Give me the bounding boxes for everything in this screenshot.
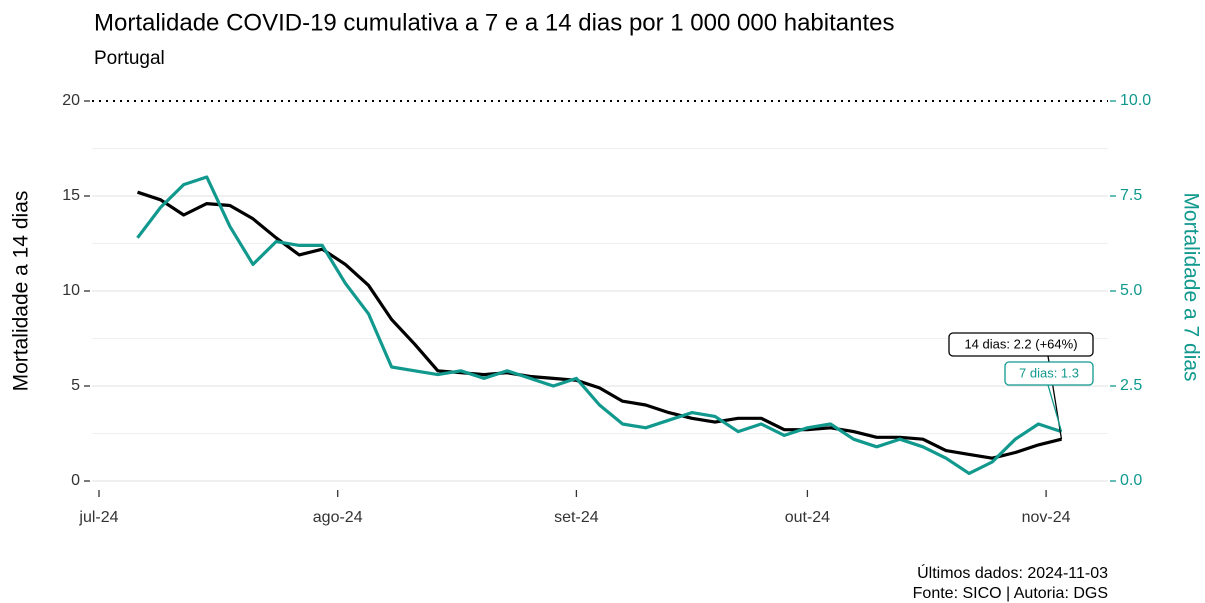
chart-title: Mortalidade COVID-19 cumulativa a 7 e a … bbox=[94, 9, 894, 36]
x-tick-label: set-24 bbox=[554, 509, 599, 526]
y-axis-title: Mortalidade a 14 dias bbox=[10, 191, 33, 392]
y2-tick-label: 7.5 bbox=[1120, 187, 1142, 204]
annotation: 7 dias: 1.3 bbox=[1019, 365, 1079, 380]
y2-tick-label: 2.5 bbox=[1120, 377, 1142, 394]
y-tick-label: 5 bbox=[71, 377, 80, 394]
y2-tick-label: 10.0 bbox=[1120, 92, 1151, 109]
x-tick-label: jul-24 bbox=[78, 509, 118, 526]
x-tick-label: ago-24 bbox=[313, 509, 363, 526]
x-tick-label: nov-24 bbox=[1022, 509, 1071, 526]
annotation-box bbox=[1004, 361, 1094, 386]
y-tick-label: 15 bbox=[62, 187, 80, 204]
y2-tick-label: 0.0 bbox=[1120, 472, 1142, 489]
line-series bbox=[136, 190, 1062, 460]
chart-subtitle: Portugal bbox=[94, 48, 165, 69]
caption: Últimos dados: 2024-11-03 bbox=[917, 563, 1108, 582]
y-tick-label: 20 bbox=[62, 92, 80, 109]
x-tick-label: out-24 bbox=[785, 509, 830, 526]
line-series bbox=[136, 175, 1063, 475]
y2-tick-label: 5.0 bbox=[1120, 282, 1142, 299]
y-tick-label: 10 bbox=[62, 282, 80, 299]
annotation-leader bbox=[1047, 384, 1063, 432]
caption: Fonte: SICO | Autoria: DGS bbox=[913, 585, 1108, 602]
annotation: 14 dias: 2.2 (+64%) bbox=[964, 336, 1077, 351]
annotation-box bbox=[948, 332, 1094, 357]
y-tick-label: 0 bbox=[71, 472, 80, 489]
y2-axis-title: Mortalidade a 7 dias bbox=[1179, 192, 1202, 381]
